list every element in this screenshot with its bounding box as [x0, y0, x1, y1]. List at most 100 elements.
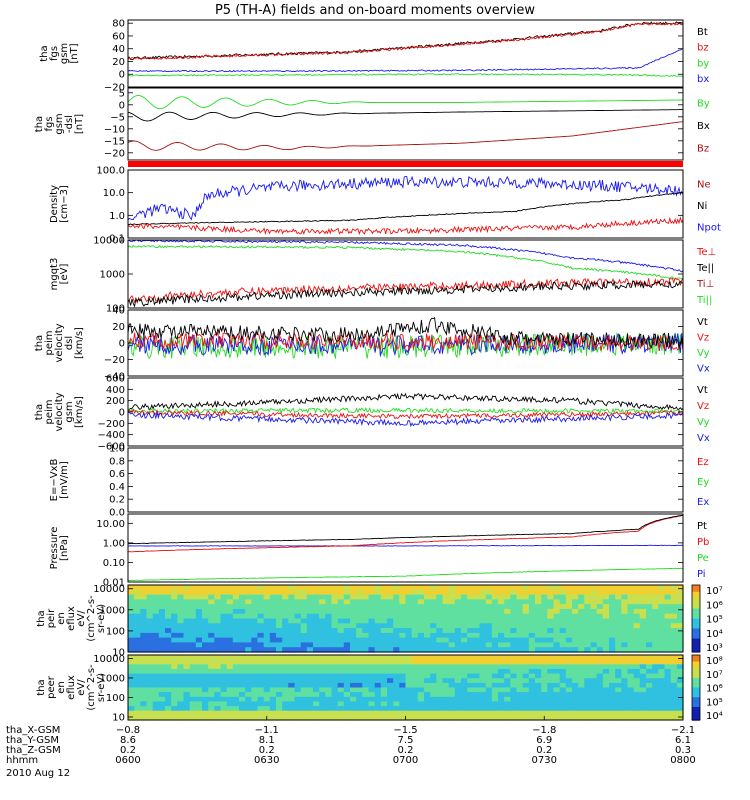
heatmap-cell [251, 696, 259, 702]
heatmap-cell [134, 710, 141, 716]
heatmap-cell [368, 594, 376, 600]
heatmap-cell [368, 664, 376, 670]
heatmap-cell [189, 585, 197, 591]
heatmap-cell [541, 594, 548, 600]
heatmap-cell [158, 589, 166, 596]
heatmap-cell [343, 655, 351, 661]
heatmap-cell [325, 701, 333, 707]
heatmap-cell [572, 637, 579, 643]
heatmap-cell [177, 604, 185, 610]
heatmap-cell [417, 673, 425, 679]
ytick-label: 0 [119, 408, 125, 419]
heatmap-cell [331, 589, 339, 596]
heatmap-cell [380, 589, 388, 596]
heatmap-cell [393, 706, 400, 712]
heatmap-cell [226, 613, 234, 620]
heatmap-cell [313, 642, 320, 648]
heatmap-cell [522, 701, 530, 707]
heatmap-cell [128, 604, 135, 610]
heatmap-cell [269, 701, 277, 707]
heatmap-cell [189, 673, 197, 679]
heatmap-cell [627, 585, 635, 591]
heatmap-cell [436, 696, 444, 702]
heatmap-cell [417, 687, 425, 693]
heatmap-cell [269, 715, 277, 721]
ytick-label: 10000 [93, 584, 125, 595]
heatmap-cell [288, 710, 296, 716]
heatmap-cell [411, 678, 419, 684]
heatmap-cell [442, 668, 450, 675]
heatmap-cell [676, 599, 684, 605]
heatmap-cell [399, 604, 407, 610]
heatmap-cell [288, 659, 296, 665]
heatmap-cell [615, 715, 622, 721]
heatmap-cell [547, 701, 555, 707]
heatmap-cell [245, 632, 252, 639]
heatmap-cell [300, 682, 308, 689]
heatmap-cell [448, 668, 456, 675]
heatmap-cell [288, 696, 296, 702]
ylabel-line: mgqt3 [49, 258, 60, 291]
heatmap-cell [195, 692, 203, 698]
ylabel-line: Density [49, 185, 60, 223]
heatmap-cell [528, 710, 536, 716]
heatmap-cell [547, 678, 555, 684]
heatmap-cell [621, 637, 629, 643]
heatmap-cell [282, 687, 289, 693]
heatmap-cell [128, 659, 135, 665]
heatmap-cell [596, 668, 604, 675]
heatmap-cell [393, 696, 400, 702]
heatmap-cell [547, 655, 555, 661]
heatmap-cell [374, 599, 382, 605]
heatmap-cell [300, 642, 308, 648]
heatmap-cell [553, 687, 561, 693]
heatmap-cell [535, 628, 542, 634]
heatmap-cell [448, 637, 456, 643]
heatmap-cell [405, 692, 413, 698]
heatmap-cell [405, 682, 413, 689]
heatmap-cell [393, 659, 400, 665]
heatmap-cell [134, 608, 141, 615]
heatmap-cell [633, 659, 641, 665]
heatmap-cell [658, 623, 666, 629]
heatmap-cell [282, 655, 289, 661]
heatmap-cell [572, 710, 579, 716]
heatmap-cell [528, 715, 536, 721]
heatmap-cell [146, 642, 154, 648]
heatmap-cell [652, 659, 659, 665]
legend-ne: Ne [697, 180, 711, 191]
heatmap-cell [528, 585, 536, 591]
heatmap-cell [362, 623, 370, 629]
heatmap-cell [276, 613, 283, 620]
heatmap-cell [436, 608, 444, 615]
heatmap-cell [559, 692, 567, 698]
heatmap-cell [263, 673, 271, 679]
colorbar-step [692, 681, 700, 685]
heatmap-cell [337, 659, 345, 665]
heatmap-cell [491, 599, 499, 605]
colorbar-step [692, 595, 700, 599]
heatmap-cell [313, 589, 320, 596]
ytick-label: −15 [104, 136, 125, 147]
heatmap-cell [282, 585, 289, 591]
heatmap-cell [417, 585, 425, 591]
heatmap-cell [152, 642, 160, 648]
heatmap-cell [676, 659, 684, 665]
heatmap-cell [313, 594, 320, 600]
colorbar-step [692, 694, 700, 698]
heatmap-cell [171, 585, 178, 591]
heatmap-cell [646, 599, 653, 605]
heatmap-cell [424, 642, 431, 648]
heatmap-cell [257, 594, 265, 600]
heatmap-cell [208, 613, 215, 620]
heatmap-cell [615, 585, 622, 591]
heatmap-cell [572, 715, 579, 721]
heatmap-cell [356, 696, 363, 702]
heatmap-cell [128, 655, 135, 661]
heatmap-cell [214, 659, 222, 665]
heatmap-cell [202, 618, 209, 624]
heatmap-cell [387, 628, 394, 634]
heatmap-cell [331, 659, 339, 665]
heatmap-cell [282, 599, 289, 605]
heatmap-cell [202, 696, 209, 702]
